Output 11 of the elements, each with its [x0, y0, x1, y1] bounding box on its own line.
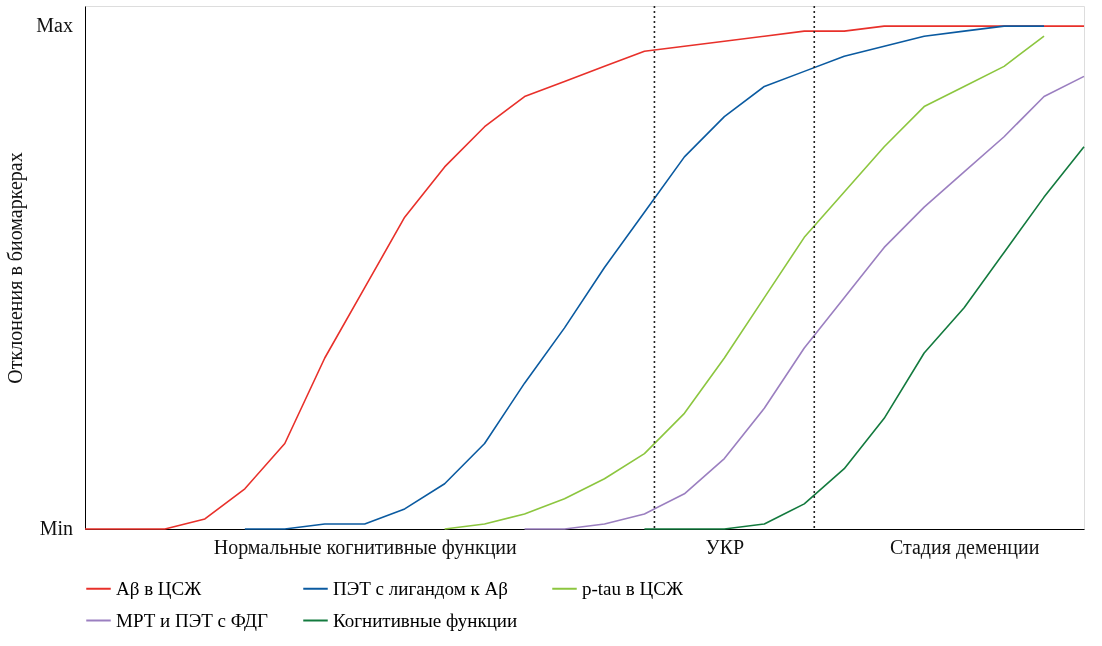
text: Min [39, 517, 73, 539]
legend-label: МРТ и ПЭТ с ФДГ [116, 609, 269, 631]
x-tick-label: Стадия деменции [889, 535, 1040, 559]
legend-label: Aβ в ЦСЖ [116, 577, 203, 599]
legend-label: ПЭТ с лигандом к Aβ [333, 577, 508, 599]
text: Max [36, 13, 73, 36]
x-tick-label: УКР [705, 535, 745, 558]
legend-label: p-tau в ЦСЖ [582, 577, 684, 599]
x-tick-label: Нормальные когнитивные функции [213, 535, 518, 559]
y-axis-title: Отклонения в биомаркерах [3, 152, 27, 384]
legend-label: Когнитивные функции [333, 609, 518, 631]
